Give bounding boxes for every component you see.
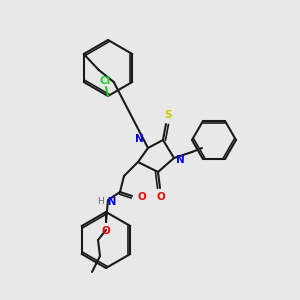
Text: N: N — [176, 155, 185, 165]
Text: H: H — [97, 197, 104, 206]
Text: O: O — [102, 226, 110, 236]
Text: N: N — [135, 134, 144, 144]
Text: O: O — [157, 192, 165, 202]
Text: N: N — [104, 197, 116, 207]
Text: O: O — [137, 192, 146, 202]
Text: Cl: Cl — [99, 76, 111, 86]
Text: S: S — [164, 110, 172, 120]
